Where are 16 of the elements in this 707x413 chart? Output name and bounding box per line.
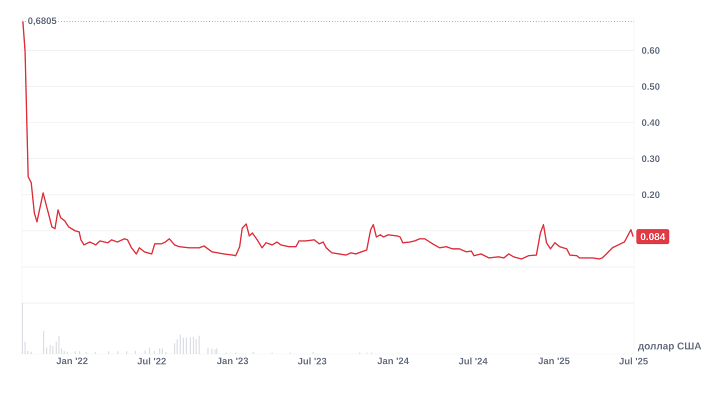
annotation: 0.084 bbox=[640, 233, 666, 240]
x-tick-label: Jul '23 bbox=[298, 358, 326, 364]
x-tick-label: Jul '22 bbox=[137, 358, 166, 364]
y-tick-label: 0.60 bbox=[642, 47, 660, 54]
y-tick-label: 0.30 bbox=[642, 155, 660, 162]
x-tick-label: Jan '22 bbox=[56, 358, 88, 364]
x-tick-label: Jul '25 bbox=[619, 358, 648, 364]
y-tick-label: 0.50 bbox=[642, 83, 660, 90]
y-tick-label: 0.40 bbox=[642, 119, 660, 126]
x-tick-label: Jan '25 bbox=[538, 358, 570, 364]
x-tick-label: Jul '24 bbox=[458, 358, 488, 364]
y-tick-label: 0.20 bbox=[642, 191, 660, 198]
x-tick-label: Jan '24 bbox=[377, 358, 409, 364]
x-tick-label: Jan '23 bbox=[216, 358, 248, 364]
ref-line-label: 0,6805 bbox=[28, 17, 56, 26]
text: доллар США bbox=[638, 342, 702, 352]
